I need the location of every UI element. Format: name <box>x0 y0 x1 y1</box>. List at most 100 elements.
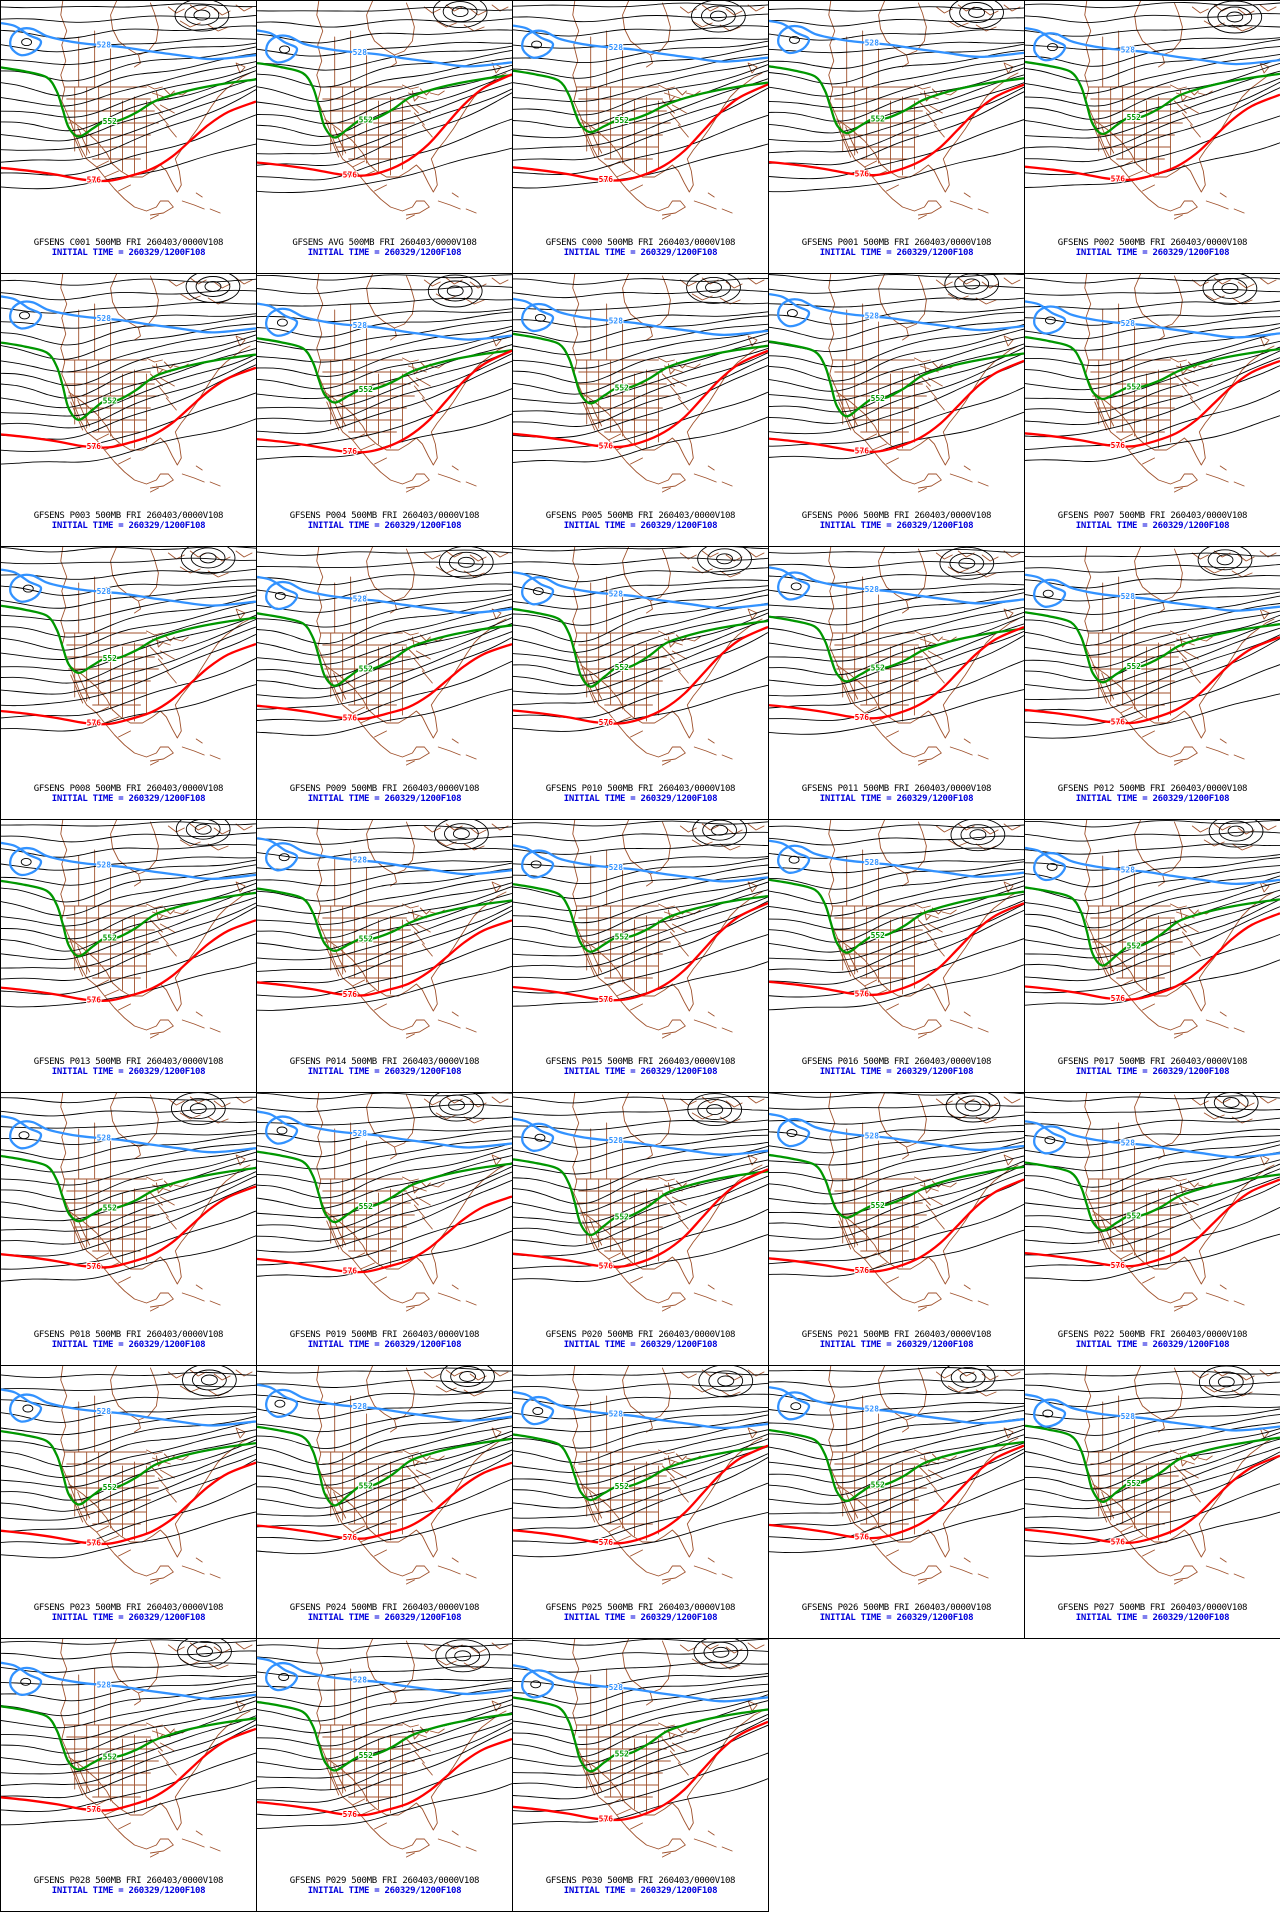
contour-576 <box>513 349 768 449</box>
low-center-rings <box>429 1093 484 1122</box>
contour-label-528: 528 <box>353 1402 368 1411</box>
height-contour <box>1025 1117 1280 1130</box>
height-contour <box>769 29 1024 41</box>
height-contour <box>769 41 1024 54</box>
caption-line1: GFSENS P010 500MB FRI 260403/0000V108 <box>545 784 736 794</box>
height-contour <box>769 1124 1024 1141</box>
low-center-rings <box>190 547 226 569</box>
contour-label-576: 576 <box>343 1267 358 1276</box>
height-contour <box>513 332 768 384</box>
height-contour <box>513 1700 768 1758</box>
height-contour <box>257 41 512 57</box>
height-contour <box>769 1172 1024 1240</box>
height-contour <box>257 965 512 1011</box>
caption-line2: INITIAL TIME = 260329/1200F108 <box>563 794 718 804</box>
contour-528 <box>1025 1120 1280 1159</box>
height-contour <box>513 53 768 92</box>
height-contour <box>513 347 768 404</box>
west-low-ring <box>19 311 30 320</box>
geography-basemap <box>60 1093 253 1312</box>
forecast-panel-p015: 528 552 576 GFSENS P015 500MB FRI 260403/0… <box>513 820 769 1093</box>
height-contour <box>1025 865 1280 902</box>
height-contour <box>257 1454 512 1528</box>
map-500mb-heights: 528 552 576 <box>1025 820 1280 1039</box>
height-contour <box>1025 1451 1280 1519</box>
height-contour <box>1025 933 1280 994</box>
contour-label-528: 528 <box>609 1683 624 1692</box>
contour-576 <box>769 83 1024 177</box>
contour-label-528: 528 <box>353 48 368 57</box>
contour-552 <box>1025 335 1280 401</box>
forecast-panel-p001: 528 552 576 GFSENS P001 500MB FRI 260403/0… <box>769 1 1025 274</box>
low-center-rings <box>945 1093 1001 1123</box>
height-contour <box>1 864 256 903</box>
height-contour <box>257 1417 512 1465</box>
contour-label-552: 552 <box>871 664 886 673</box>
contour-label-552: 552 <box>615 1482 630 1491</box>
height-contour <box>1 1780 256 1826</box>
forecast-panel-p028: 528 552 576 GFSENS P028 500MB FRI 260403/0… <box>1 1639 257 1912</box>
low-center-rings <box>949 552 985 574</box>
height-contour <box>1025 831 1280 842</box>
contour-label-552: 552 <box>359 1481 374 1490</box>
height-contour <box>1025 552 1280 558</box>
height-contour <box>1025 857 1280 888</box>
west-low-ring <box>1042 589 1054 598</box>
west-low-ring <box>1046 862 1058 871</box>
low-center-rings <box>687 1093 743 1127</box>
height-contour <box>1025 389 1280 451</box>
contour-528 <box>257 837 512 876</box>
contour-552 <box>513 69 768 134</box>
low-center-rings <box>686 274 741 304</box>
contour-label-528: 528 <box>97 314 112 323</box>
height-contour <box>513 1673 768 1689</box>
low-center-rings <box>174 1 230 32</box>
height-contour <box>257 1722 512 1791</box>
contour-label-576: 576 <box>343 713 358 722</box>
map-500mb-heights: 528 552 576 <box>257 547 512 766</box>
height-contour <box>513 1683 768 1719</box>
forecast-panel-avg: 528 552 576 GFSENS AVG 500MB FRI 260403/00… <box>257 1 513 274</box>
height-contour <box>1 1752 256 1813</box>
height-contour <box>257 1695 512 1734</box>
west-low-ring <box>21 38 33 47</box>
contour-label-576: 576 <box>599 175 614 184</box>
height-contour <box>1025 587 1280 602</box>
height-contour <box>1025 58 1280 107</box>
height-contour <box>1025 1 1280 9</box>
height-contour <box>257 285 512 295</box>
height-contour <box>1 42 256 65</box>
contour-576 <box>257 349 512 454</box>
height-contour <box>769 1367 1024 1372</box>
contour-552 <box>769 1153 1024 1219</box>
contour-552 <box>513 882 768 953</box>
geography-basemap <box>1084 820 1277 1039</box>
height-contour <box>769 82 1024 143</box>
height-contour <box>769 876 1024 917</box>
contour-label-552: 552 <box>871 114 886 123</box>
height-contour <box>1025 1408 1280 1436</box>
caption-line2: INITIAL TIME = 260329/1200F108 <box>1075 794 1230 804</box>
height-contour <box>1025 62 1280 120</box>
height-contour <box>1 330 256 373</box>
height-contour <box>257 325 512 363</box>
height-contour <box>513 83 768 150</box>
contour-label-552: 552 <box>359 385 374 394</box>
caption-line2: INITIAL TIME = 260329/1200F108 <box>563 521 718 531</box>
caption-line2: INITIAL TIME = 260329/1200F108 <box>819 521 974 531</box>
west-low-ring <box>788 855 800 864</box>
map-500mb-heights: 528 552 576 <box>513 820 768 1039</box>
height-contour <box>513 1145 768 1191</box>
contour-label-552: 552 <box>103 1753 118 1762</box>
contour-label-528: 528 <box>97 41 112 50</box>
low-center-rings <box>180 1098 216 1120</box>
caption-line1: GFSENS P006 500MB FRI 260403/0000V108 <box>801 511 992 521</box>
contour-528 <box>1 1661 256 1700</box>
west-low-ring <box>1042 1409 1054 1418</box>
forecast-panel-p013: 528 552 576 GFSENS P013 500MB FRI 260403/0… <box>1 820 257 1093</box>
west-low-ring <box>279 45 291 54</box>
height-contour <box>513 612 768 676</box>
height-contour <box>1 856 256 871</box>
height-contour <box>513 13 768 23</box>
height-contour <box>257 1230 512 1278</box>
